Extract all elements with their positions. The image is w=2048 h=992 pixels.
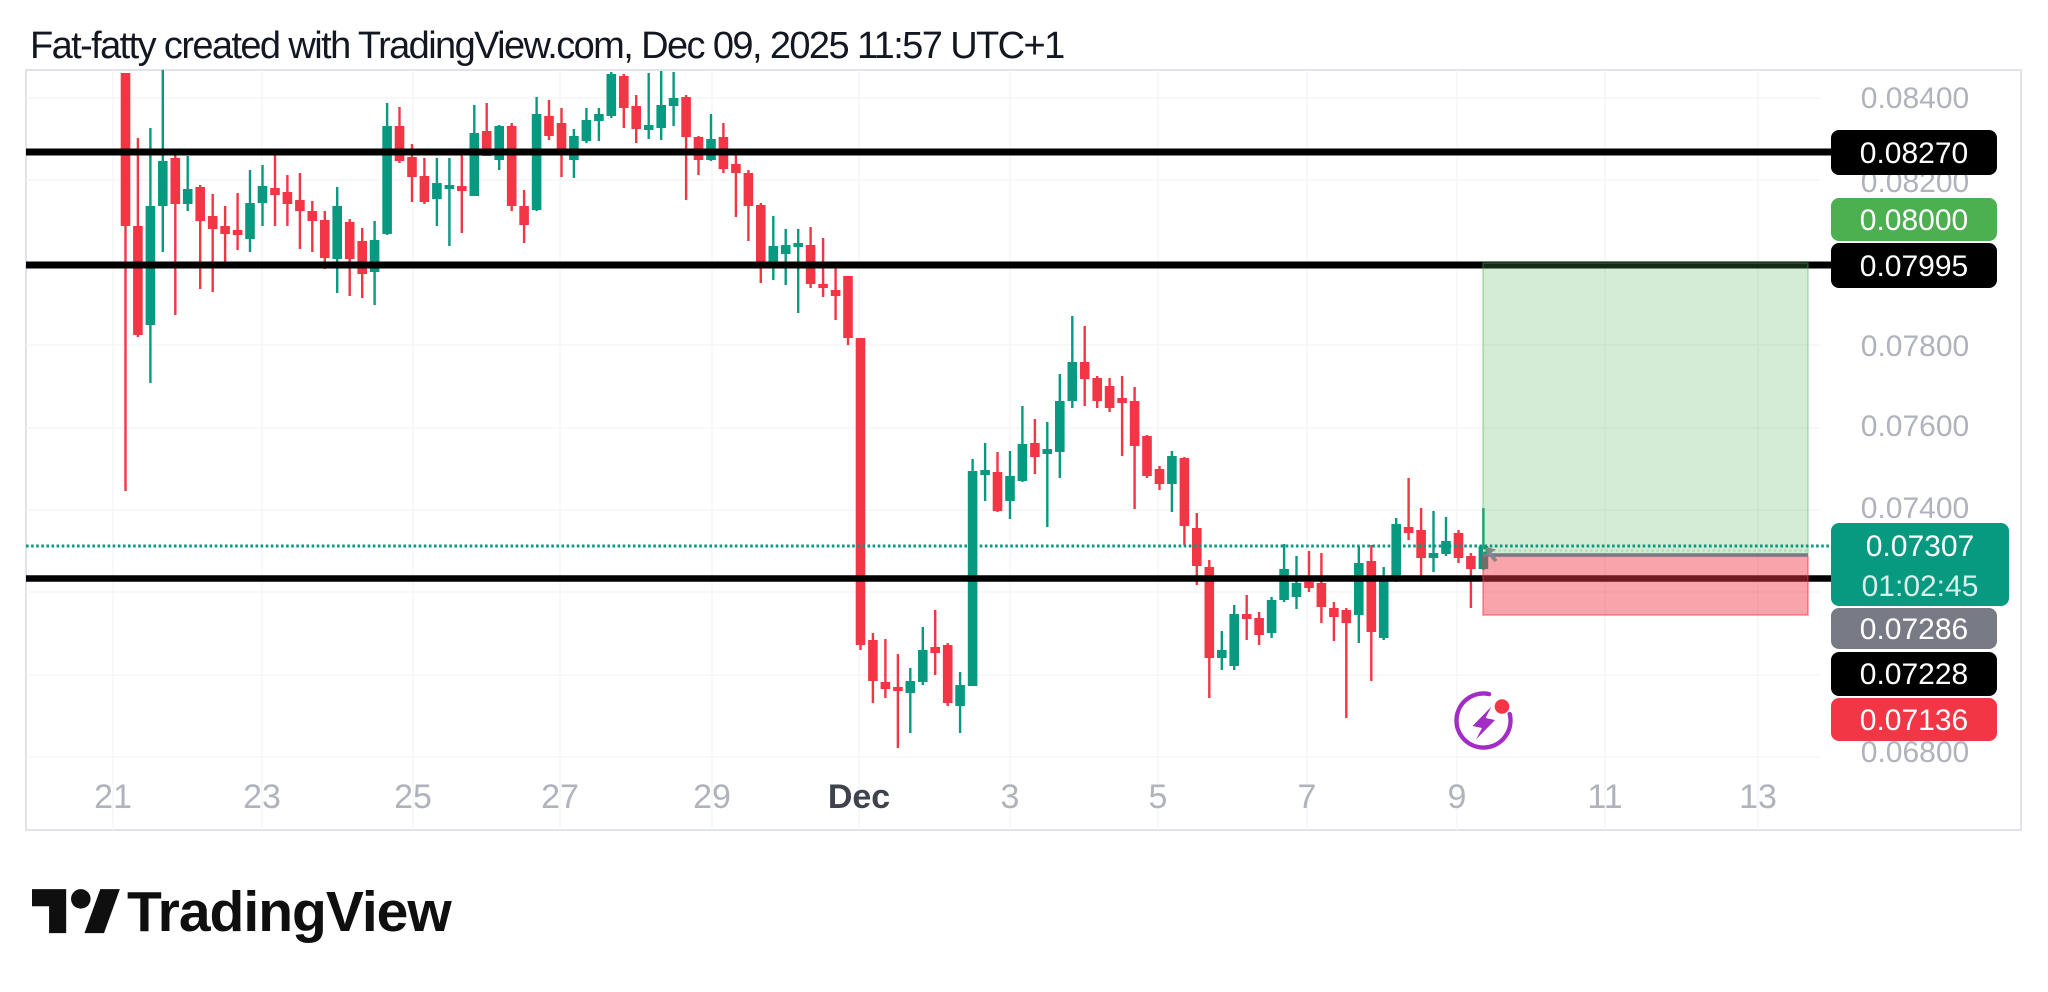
svg-text:0.07286: 0.07286 (1860, 613, 1968, 646)
svg-text:13: 13 (1739, 778, 1777, 816)
svg-text:0.08400: 0.08400 (1861, 82, 1969, 115)
svg-text:0.07228: 0.07228 (1860, 658, 1968, 691)
svg-text:0.07600: 0.07600 (1861, 410, 1969, 443)
svg-text:Dec: Dec (828, 778, 890, 816)
svg-text:0.07800: 0.07800 (1861, 330, 1969, 363)
svg-text:0.08270: 0.08270 (1860, 137, 1968, 170)
svg-text:0.07136: 0.07136 (1860, 704, 1968, 737)
svg-text:27: 27 (541, 778, 579, 816)
svg-text:Fat-fatty created with Trading: Fat-fatty created with TradingView.com, … (30, 25, 1064, 67)
svg-text:0.06800: 0.06800 (1861, 736, 1969, 769)
svg-text:7: 7 (1298, 778, 1317, 816)
svg-text:0.08000: 0.08000 (1860, 204, 1968, 237)
svg-text:0.07995: 0.07995 (1860, 250, 1968, 283)
svg-text:01:02:45: 01:02:45 (1862, 570, 1979, 603)
svg-text:11: 11 (1587, 778, 1622, 816)
svg-text:21: 21 (94, 778, 132, 816)
svg-text:29: 29 (693, 778, 731, 816)
svg-text:25: 25 (394, 778, 432, 816)
svg-text:0.07307: 0.07307 (1866, 530, 1974, 563)
svg-text:3: 3 (1001, 778, 1020, 816)
svg-text:TradingView: TradingView (127, 880, 452, 944)
svg-text:5: 5 (1149, 778, 1168, 816)
svg-text:9: 9 (1448, 778, 1467, 816)
svg-text:23: 23 (243, 778, 281, 816)
svg-text:0.07400: 0.07400 (1861, 492, 1969, 525)
